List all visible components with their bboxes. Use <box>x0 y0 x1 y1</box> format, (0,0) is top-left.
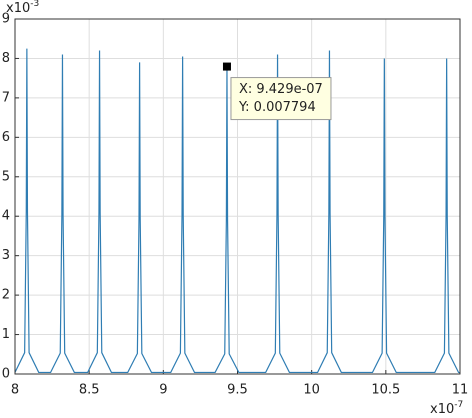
x-tick-label: 10 <box>303 383 320 398</box>
y-tick-label: 4 <box>2 209 10 224</box>
y-tick-label: 5 <box>2 169 10 184</box>
x-tick-label: 8.5 <box>79 383 100 398</box>
y-tick-label: 3 <box>2 248 10 263</box>
x-scale-label: x10-7 <box>430 400 463 417</box>
y-tick-label: 2 <box>2 288 10 303</box>
y-tick-label: 0 <box>2 367 10 382</box>
x-scale-exponent: -7 <box>454 400 463 410</box>
datatip-x: X: 9.429e-07 <box>239 82 323 97</box>
x-tick-label: 10.5 <box>371 383 400 398</box>
axes-frame <box>14 18 461 375</box>
y-scale-base: x10 <box>6 1 30 16</box>
x-tick-label: 9.5 <box>227 383 248 398</box>
x-tick-label: 9 <box>159 383 167 398</box>
datatip-marker <box>222 62 231 71</box>
x-tick-label: 11 <box>452 383 469 398</box>
data-line <box>14 48 461 374</box>
datatip-y: Y: 0.007794 <box>238 100 316 115</box>
y-tick-label: 1 <box>2 327 10 342</box>
datatip-box <box>230 77 332 121</box>
y-tick-label: 7 <box>2 90 10 105</box>
y-scale-exponent: -3 <box>30 0 39 9</box>
y-tick-label: 9 <box>2 12 10 27</box>
x-scale-base: x10 <box>430 402 454 417</box>
y-scale-label: x10-3 <box>6 0 39 16</box>
x-tick-label: 8 <box>11 383 19 398</box>
y-tick-label: 8 <box>2 51 10 66</box>
y-tick-label: 6 <box>2 130 10 145</box>
